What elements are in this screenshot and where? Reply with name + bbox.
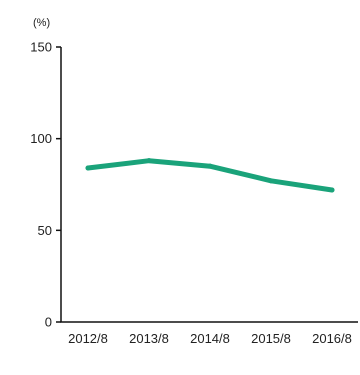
y-tick-label: 150 [30,40,52,55]
y-tick-label: 100 [30,131,52,146]
x-tick-label: 2014/8 [190,331,230,346]
x-tick-label: 2016/8 [312,331,352,346]
x-tick-label: 2015/8 [251,331,291,346]
x-tick-label: 2012/8 [68,331,108,346]
series-layer [85,158,335,193]
axes [60,47,358,323]
y-axis-unit-label: (%) [33,17,50,29]
data-point [207,163,213,169]
x-axis-ticks: 2012/8 2013/8 2014/8 2015/8 2016/8 [68,331,352,346]
y-tick-label: 50 [38,223,52,238]
data-point [146,158,152,164]
data-point [85,165,91,171]
data-point [329,187,335,193]
y-tick-label: 0 [45,315,52,330]
data-point [268,178,274,184]
y-axis-ticks: 0 50 100 150 [30,40,61,330]
x-tick-label: 2013/8 [129,331,169,346]
